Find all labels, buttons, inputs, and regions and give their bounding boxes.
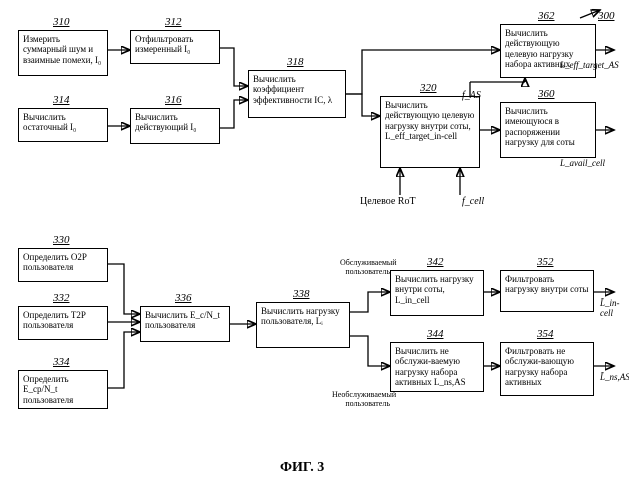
ref-330: 330 (53, 234, 70, 246)
node-316: Вычислить действующий I₀ (130, 108, 220, 144)
ref-338: 338 (293, 288, 310, 300)
node-344: Вычислить не обслужи-ваемую нагрузку наб… (390, 342, 484, 392)
label-lavail-cell: L_avail_cell (560, 158, 605, 168)
ref-300: 300 (598, 10, 615, 22)
label-target-rot: Целевое RoT (360, 196, 416, 207)
label-f-as: f_AS (462, 90, 481, 101)
node-310: Измерить суммарный шум и взаимные помехи… (18, 30, 108, 76)
node-354: Фильтровать не обслужи-вающую нагрузку н… (500, 342, 594, 396)
label-l-in-cell: L̃_in-cell (600, 298, 629, 318)
node-330: Определить O2P пользователя (18, 248, 108, 282)
ref-336: 336 (175, 292, 192, 304)
ref-318: 318 (287, 56, 304, 68)
node-318: Вычислить коэффициент эффективности IC, … (248, 70, 346, 118)
label-leff-target-as: L_eff_target_AS (560, 60, 619, 70)
ref-312: 312 (165, 16, 182, 28)
ref-320: 320 (420, 82, 437, 94)
node-342: Вычислить нагрузку внутри соты, L_in_cel… (390, 270, 484, 316)
node-336: Вычислить E_c/N_t пользователя (140, 306, 230, 342)
label-l-ns-as: L̃_ns,AS (600, 372, 629, 382)
ref-314: 314 (53, 94, 70, 106)
node-334: Определить E_cp/N_t пользователя (18, 370, 108, 409)
node-314: Вычислить остаточный I₀ (18, 108, 108, 142)
flowchart-canvas: Измерить суммарный шум и взаимные помехи… (0, 0, 629, 500)
node-312: Отфильтровать измеренный I₀ (130, 30, 220, 64)
label-f-cell: f_cell (462, 196, 484, 207)
node-338: Вычислить нагрузку пользователя, Lᵢ (256, 302, 350, 348)
node-352: Фильтровать нагрузку внутри соты (500, 270, 594, 312)
ref-342: 342 (427, 256, 444, 268)
node-332: Определить T2P пользователя (18, 306, 108, 340)
ref-354: 354 (537, 328, 554, 340)
ref-332: 332 (53, 292, 70, 304)
ref-316: 316 (165, 94, 182, 106)
ref-360: 360 (538, 88, 555, 100)
ref-344: 344 (427, 328, 444, 340)
figure-label: ФИГ. 3 (280, 460, 324, 476)
ref-310: 310 (53, 16, 70, 28)
ref-352: 352 (537, 256, 554, 268)
node-360: Вычислить имеющуюся в распоряжении нагру… (500, 102, 596, 158)
ref-334: 334 (53, 356, 70, 368)
ref-362: 362 (538, 10, 555, 22)
label-unserved-user: Необслуживаемый пользователь (332, 390, 390, 408)
node-320: Вычислить действующую целевую нагрузку в… (380, 96, 480, 168)
label-served-user: Обслуживаемый пользователь (340, 258, 390, 276)
